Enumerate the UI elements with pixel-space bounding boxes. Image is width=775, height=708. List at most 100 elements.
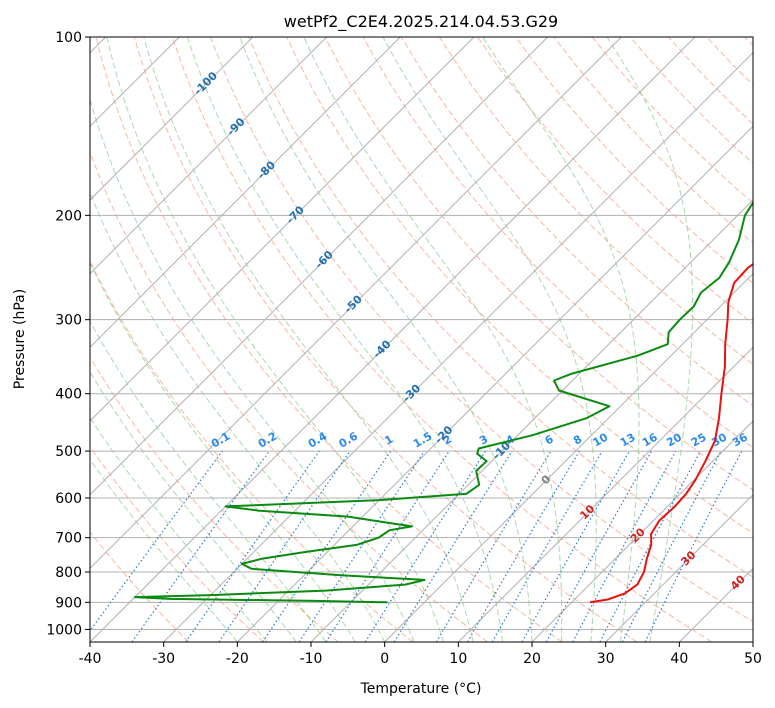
- mixing-ratio-label: 0.1: [209, 430, 232, 451]
- y-axis-label: Pressure (hPa): [12, 289, 28, 389]
- isotherm-line: [236, 125, 753, 642]
- x-tick-label: 30: [597, 651, 615, 667]
- isotherm-line: [90, 37, 696, 642]
- y-tick-label: 600: [55, 491, 82, 507]
- dry-adiabat: [515, 37, 753, 284]
- mixing-ratio-line: [393, 450, 513, 642]
- dewpoint-profile: [133, 200, 753, 604]
- y-tick-label: 900: [55, 595, 82, 611]
- x-tick-label: -30: [152, 651, 175, 667]
- x-tick-label: 10: [449, 651, 467, 667]
- mixing-ratio-label: 16: [640, 430, 660, 449]
- moist-adiabat: [382, 37, 597, 642]
- mixing-ratio-line: [572, 450, 677, 642]
- moist-adiabat: [482, 37, 640, 642]
- plot-area: 0.1 0.2 0.4 0.6 1 1.5 2 3 4 6 8 10 13 16 20 25 30 36-100-…: [90, 37, 753, 642]
- y-tick-label: 300: [55, 313, 82, 329]
- mixing-ratio-label: 1.5: [411, 430, 434, 451]
- upper-label: 10: [577, 502, 597, 522]
- mixing-ratio-line: [435, 450, 552, 642]
- mixing-ratio-label: 13: [618, 431, 638, 450]
- mixing-ratio-line: [90, 450, 223, 632]
- y-tick-label: 100: [55, 30, 82, 46]
- x-axis: -40 -30 -20 -10 0 10 20 30 40 50: [79, 642, 762, 667]
- mixing-ratio-line: [185, 450, 320, 642]
- isotherm-line: [90, 37, 549, 496]
- dry-adiabat: [133, 37, 638, 642]
- dry-adiabat: [591, 37, 753, 204]
- mixing-ratio-label: 6: [543, 432, 556, 447]
- moist-adiabat: [90, 261, 356, 642]
- chart-title: wetPf2_C2E4.2025.214.04.53.G29: [284, 12, 558, 32]
- isotherm-line: [90, 37, 328, 275]
- mixing-ratio-label: 8: [571, 433, 584, 448]
- mixing-ratio-line: [218, 450, 351, 642]
- dry-adiabat: [90, 356, 339, 642]
- isotherm-line: [605, 493, 753, 642]
- isotherm-line: [752, 641, 753, 642]
- dry-adiabat: [400, 37, 753, 407]
- dry-adiabat: [248, 37, 753, 578]
- mixing-ratio-label: 0.4: [306, 429, 330, 450]
- y-tick-label: 500: [55, 444, 82, 460]
- x-axis-label: Temperature (°C): [360, 681, 482, 697]
- x-tick-label: 40: [670, 651, 688, 667]
- x-tick-label: -10: [300, 651, 323, 667]
- dry-adiabat: [668, 37, 753, 125]
- isotherm-line: [384, 272, 753, 642]
- mixing-ratio-line: [545, 450, 653, 642]
- temperature-profile: [589, 263, 753, 604]
- isotherm-line: [531, 420, 753, 642]
- moist-adiabat: [90, 190, 386, 642]
- dry-adiabat: [438, 37, 753, 366]
- isotherm-line: [678, 567, 753, 642]
- y-tick-label: 700: [55, 531, 82, 547]
- moist-adiabat: [143, 37, 474, 642]
- dry-adiabat: [706, 37, 753, 86]
- mixing-ratio-line: [466, 450, 580, 642]
- mixing-ratio-label: 0.2: [256, 430, 279, 451]
- y-tick-label: 200: [55, 208, 82, 224]
- x-tick-label: -20: [226, 651, 249, 667]
- y-axis: 100 200 300 400 500 600 700 800 900 1000: [46, 30, 90, 638]
- isotherm-line: [90, 37, 401, 349]
- y-tick-label: 1000: [46, 622, 82, 638]
- dry-adiabat: [90, 531, 190, 642]
- x-tick-label: 20: [523, 651, 541, 667]
- mixing-ratio-line: [298, 450, 425, 642]
- plot-frame: [89, 36, 754, 643]
- isotherm-line: [90, 37, 622, 570]
- x-tick-label: 0: [380, 651, 389, 667]
- mixing-ratio-line: [521, 450, 631, 642]
- isotherm-line: [90, 37, 475, 422]
- isotherm-line: [457, 346, 753, 642]
- x-tick-label: -40: [79, 651, 102, 667]
- moist-adiabat: [90, 458, 238, 642]
- dry-adiabat: [90, 445, 264, 642]
- dry-adiabat: [210, 37, 753, 623]
- mixing-ratio-line: [131, 450, 270, 642]
- dry-adiabat: [90, 259, 414, 642]
- mixing-ratio-line: [262, 450, 392, 642]
- moist-adiabat: [90, 370, 297, 642]
- dry-adiabat: [95, 37, 563, 642]
- mixing-ratio-label: 1: [382, 433, 395, 448]
- moist-adiabat: [303, 37, 563, 642]
- moist-adiabat: [239, 37, 533, 642]
- mixing-ratio-label: 0.6: [337, 429, 361, 450]
- y-tick-label: 400: [55, 387, 82, 403]
- dry-adiabat: [553, 37, 753, 244]
- isotherm-line: [310, 199, 753, 642]
- x-tick-label: 50: [744, 651, 762, 667]
- moist-adiabat: [606, 37, 694, 642]
- isotherm-line: [163, 51, 753, 642]
- y-tick-label: 800: [55, 565, 82, 581]
- moist-adiabat: [106, 37, 445, 642]
- dry-adiabat: [744, 37, 753, 47]
- dry-adiabat: [90, 150, 488, 642]
- isotherm-line: [90, 37, 254, 201]
- mixing-ratio-line: [325, 450, 450, 642]
- mixing-ratio-line: [644, 450, 743, 642]
- moist-adiabat: [187, 37, 503, 642]
